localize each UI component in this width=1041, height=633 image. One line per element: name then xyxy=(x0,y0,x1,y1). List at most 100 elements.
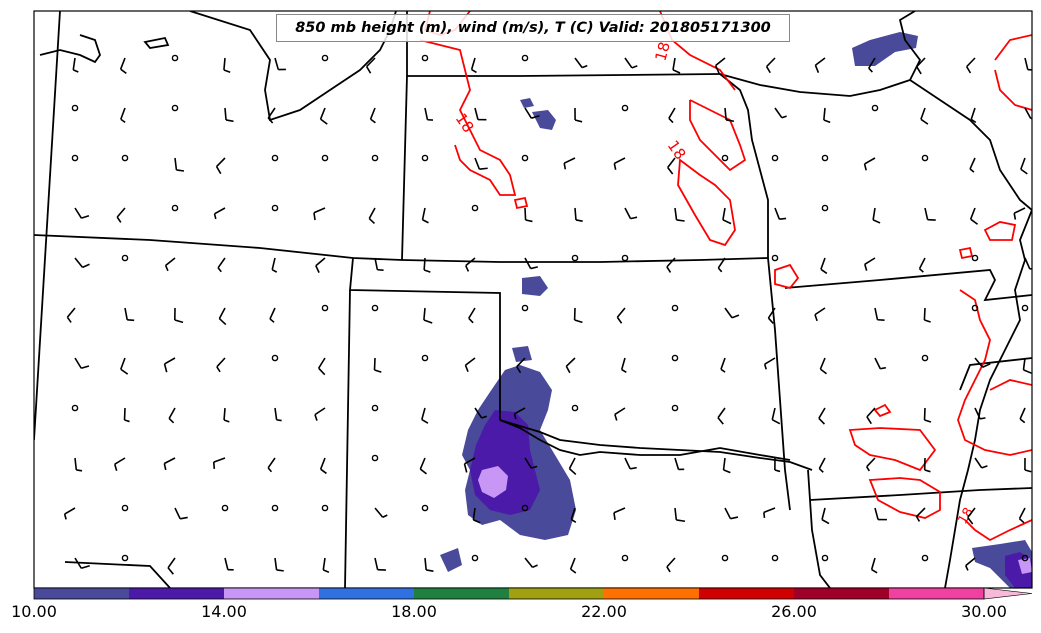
wind-barb xyxy=(574,57,588,69)
contour-18-nebraska xyxy=(419,39,517,196)
wind-barb xyxy=(474,407,487,419)
wind-barb xyxy=(524,557,538,569)
colorbar-segment xyxy=(889,588,985,599)
calm-wind-circle xyxy=(821,554,829,562)
wind-barb xyxy=(823,107,831,124)
calm-wind-circle xyxy=(1021,304,1029,312)
contour-east xyxy=(994,34,1032,61)
wind-barb xyxy=(1024,57,1032,71)
calm-wind-circle xyxy=(71,404,79,412)
calm-wind-circle xyxy=(521,154,529,162)
calm-wind-circle xyxy=(321,304,329,312)
wind-barb xyxy=(916,57,926,75)
wind-barb xyxy=(720,357,726,373)
contour-missouri xyxy=(774,263,800,290)
wind-barb xyxy=(224,557,234,571)
wind-barb xyxy=(624,457,637,470)
wind-barb xyxy=(774,457,781,473)
shade-ne-fleck2 xyxy=(520,98,534,108)
wind-barb xyxy=(814,307,826,322)
colorbar-segment xyxy=(509,588,605,599)
wind-barb xyxy=(574,207,583,222)
wind-barb xyxy=(423,307,433,324)
wind-barb xyxy=(317,357,326,376)
wind-barb xyxy=(565,357,576,374)
contour-18-kansas2 xyxy=(689,99,747,172)
calm-wind-circle xyxy=(471,204,479,212)
contour-small1 xyxy=(873,403,892,418)
calm-wind-circle xyxy=(671,354,679,362)
calm-wind-circle xyxy=(721,154,729,162)
calm-wind-circle xyxy=(621,104,629,112)
wind-barb xyxy=(374,507,388,518)
wind-barb xyxy=(624,207,638,220)
wind-barb xyxy=(274,407,282,422)
wind-barb xyxy=(765,57,776,74)
calm-wind-circle xyxy=(321,154,329,162)
wind-barb xyxy=(465,257,476,272)
shade-iowa xyxy=(852,32,918,66)
calm-wind-circle xyxy=(621,254,629,262)
calm-wind-circle xyxy=(521,504,529,512)
shade-ok-small xyxy=(522,276,548,296)
border-ar-la xyxy=(784,269,1032,302)
wind-barb xyxy=(717,257,726,273)
wind-barb xyxy=(224,107,234,123)
calm-wind-circle xyxy=(171,204,179,212)
wind-barb xyxy=(724,107,735,123)
calm-wind-circle xyxy=(771,554,779,562)
wind-barb xyxy=(674,207,685,222)
wind-barb xyxy=(969,157,976,173)
wind-barb xyxy=(468,307,476,324)
wind-barb xyxy=(967,507,976,525)
wind-barb xyxy=(819,357,828,375)
calm-wind-circle xyxy=(571,254,579,262)
wind-barb xyxy=(667,157,676,175)
wind-barb xyxy=(463,457,476,473)
border-nebraska-sd xyxy=(406,11,721,77)
calm-wind-circle xyxy=(421,154,429,162)
wind-barb xyxy=(763,357,776,370)
calm-wind-circle xyxy=(671,304,679,312)
wind-barb xyxy=(666,257,676,273)
wind-barb xyxy=(874,307,885,321)
wind-barb xyxy=(870,557,878,574)
wind-barb xyxy=(513,407,526,420)
border-nm-south xyxy=(64,561,171,588)
wind-barb xyxy=(569,557,577,574)
wind-barb xyxy=(918,257,926,273)
contour-texas-se xyxy=(848,427,937,472)
calm-wind-circle xyxy=(821,154,829,162)
wind-barb xyxy=(369,107,376,124)
calm-wind-circle xyxy=(471,554,479,562)
wind-barb xyxy=(365,57,376,74)
wind-barb xyxy=(271,257,278,273)
wind-barb xyxy=(419,457,427,475)
calm-wind-circle xyxy=(421,354,429,362)
wind-barb xyxy=(524,107,540,119)
calm-wind-circle xyxy=(421,504,429,512)
wind-barb xyxy=(965,557,976,571)
colorbar-segment xyxy=(129,588,225,599)
wind-barb xyxy=(120,357,129,375)
wind-barb xyxy=(965,57,976,74)
wind-barb xyxy=(923,407,932,423)
wind-barb xyxy=(613,507,626,521)
wind-barb xyxy=(820,257,828,275)
wind-barb xyxy=(613,157,626,170)
calm-wind-circle xyxy=(171,54,179,62)
calm-wind-circle xyxy=(971,254,979,262)
coast-lake xyxy=(143,36,170,49)
wind-barb xyxy=(218,307,227,326)
wind-barb xyxy=(123,407,130,423)
wind-barb xyxy=(674,457,685,471)
calm-wind-circle xyxy=(671,404,679,412)
wind-barb xyxy=(524,457,538,469)
contour-la xyxy=(957,289,1032,456)
wind-barb xyxy=(421,207,429,224)
wind-barb xyxy=(423,257,431,273)
wind-barb xyxy=(771,407,781,425)
wind-barb xyxy=(563,157,576,170)
wind-barb xyxy=(818,457,826,473)
colorbar-tick-label: 26.00 xyxy=(771,602,817,621)
